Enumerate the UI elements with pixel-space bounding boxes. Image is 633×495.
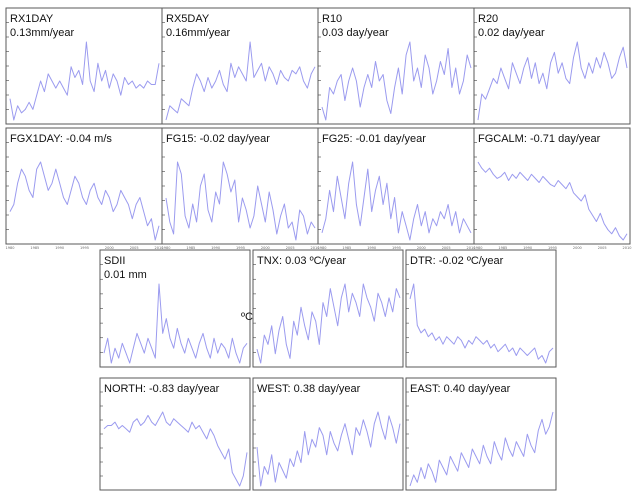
west-series-line bbox=[256, 411, 401, 487]
x-tick-label: 2000 bbox=[261, 246, 270, 250]
rx1day-subtitle: 0.13mm/year bbox=[10, 27, 75, 39]
x-tick-label: 1990 bbox=[211, 246, 220, 250]
x-tick-label: 2010 bbox=[467, 246, 476, 250]
sdii-panel: SDII 0.01 mm bbox=[99, 249, 251, 368]
fgx1day-title: FGX1DAY: -0.04 m/s bbox=[10, 133, 112, 145]
tnx-ylabel: ºC bbox=[241, 311, 253, 323]
fg15-frame bbox=[161, 127, 319, 245]
x-tick-label: 1980 bbox=[162, 246, 171, 250]
rx1day-series-line bbox=[9, 41, 160, 121]
rx5day-panel: RX5DAY 0.16mm/year bbox=[161, 7, 319, 125]
fg25-panel: FG25: -0.01 day/year bbox=[317, 127, 475, 245]
x-tick-label: 1985 bbox=[342, 246, 351, 250]
tnx-series-line bbox=[256, 283, 401, 364]
sdii-frame bbox=[99, 249, 251, 368]
x-tick-label: 1980 bbox=[318, 246, 327, 250]
x-tick-label: 2010 bbox=[623, 246, 632, 250]
x-tick-label: 2005 bbox=[442, 246, 451, 250]
x-tick-label: 2005 bbox=[130, 246, 139, 250]
rx5day-frame bbox=[161, 7, 319, 125]
x-tick-label: 1980 bbox=[474, 246, 483, 250]
fgcalm-title: FGCALM: -0.71 day/year bbox=[478, 133, 601, 145]
fgcalm-series-line bbox=[477, 161, 628, 241]
rx1day-title: RX1DAY bbox=[10, 13, 54, 25]
fgx1day-series-line bbox=[9, 161, 160, 241]
r10-frame bbox=[317, 7, 475, 125]
r10-title: R10 bbox=[322, 13, 342, 25]
r20-frame bbox=[473, 7, 631, 125]
x-tick-label: 2005 bbox=[598, 246, 607, 250]
x-tick-label: 2000 bbox=[417, 246, 426, 250]
x-tick-label: 2010 bbox=[311, 246, 320, 250]
fgx1day-frame bbox=[5, 127, 163, 245]
r10-panel: R10 0.03 day/year bbox=[317, 7, 475, 125]
sdii-series-line bbox=[103, 283, 248, 364]
fgcalm-panel: FGCALM: -0.71 day/year bbox=[473, 127, 631, 245]
tnx-panel: TNX: 0.03 ºC/year ºC bbox=[241, 249, 404, 368]
x-tick-label: 1980 bbox=[6, 246, 15, 250]
x-tick-label: 1990 bbox=[55, 246, 64, 250]
x-tick-label: 2010 bbox=[155, 246, 164, 250]
north-panel: NORTH: -0.83 day/year bbox=[99, 377, 251, 491]
x-tick-label: 2000 bbox=[573, 246, 582, 250]
x-tick-label: 1995 bbox=[80, 246, 89, 250]
west-panel: WEST: 0.38 day/year bbox=[252, 377, 404, 491]
east-frame bbox=[405, 377, 557, 491]
dtr-panel: DTR: -0.02 ºC/year bbox=[405, 249, 557, 368]
rx5day-series-line bbox=[165, 41, 316, 121]
sdii-title: SDII bbox=[104, 255, 125, 267]
tnx-title: TNX: 0.03 ºC/year bbox=[257, 255, 346, 267]
north-frame bbox=[99, 377, 251, 491]
rx1day-panel: RX1DAY 0.13mm/year bbox=[5, 7, 163, 125]
x-tick-label: 1985 bbox=[498, 246, 507, 250]
r20-title: R20 bbox=[478, 13, 498, 25]
x-tick-label: 2000 bbox=[105, 246, 114, 250]
r10-subtitle: 0.03 day/year bbox=[322, 27, 389, 39]
r20-series-line bbox=[477, 41, 628, 121]
dtr-title: DTR: -0.02 ºC/year bbox=[410, 255, 504, 267]
r10-series-line bbox=[321, 41, 472, 121]
x-tick-label: 1985 bbox=[186, 246, 195, 250]
sdii-subtitle: 0.01 mm bbox=[104, 269, 147, 281]
fg25-title: FG25: -0.01 day/year bbox=[322, 133, 426, 145]
x-tick-label: 2005 bbox=[286, 246, 295, 250]
rx5day-subtitle: 0.16mm/year bbox=[166, 27, 231, 39]
x-tick-label: 1990 bbox=[367, 246, 376, 250]
fg15-title: FG15: -0.02 day/year bbox=[166, 133, 270, 145]
fgx1day-panel: FGX1DAY: -0.04 m/s bbox=[5, 127, 163, 245]
r20-panel: R20 0.02 day/year bbox=[473, 7, 631, 125]
x-tick-label: 1990 bbox=[523, 246, 532, 250]
x-tick-label: 1985 bbox=[30, 246, 39, 250]
x-tick-label: 1995 bbox=[236, 246, 245, 250]
east-title: EAST: 0.40 day/year bbox=[410, 383, 511, 395]
rx5day-title: RX5DAY bbox=[166, 13, 210, 25]
dtr-series-line bbox=[409, 283, 554, 364]
west-title: WEST: 0.38 day/year bbox=[257, 383, 361, 395]
r20-subtitle: 0.02 day/year bbox=[478, 27, 545, 39]
x-tick-label: 1995 bbox=[548, 246, 557, 250]
east-series-line bbox=[409, 411, 554, 487]
fg25-frame bbox=[317, 127, 475, 245]
north-series-line bbox=[103, 411, 248, 487]
west-frame bbox=[252, 377, 404, 491]
fgcalm-frame bbox=[473, 127, 631, 245]
fg15-series-line bbox=[165, 161, 316, 241]
dtr-frame bbox=[405, 249, 557, 368]
fg25-series-line bbox=[321, 161, 472, 241]
north-title: NORTH: -0.83 day/year bbox=[104, 383, 220, 395]
east-panel: EAST: 0.40 day/year bbox=[405, 377, 557, 491]
fg15-panel: FG15: -0.02 day/year bbox=[161, 127, 319, 245]
x-tick-label: 1995 bbox=[392, 246, 401, 250]
